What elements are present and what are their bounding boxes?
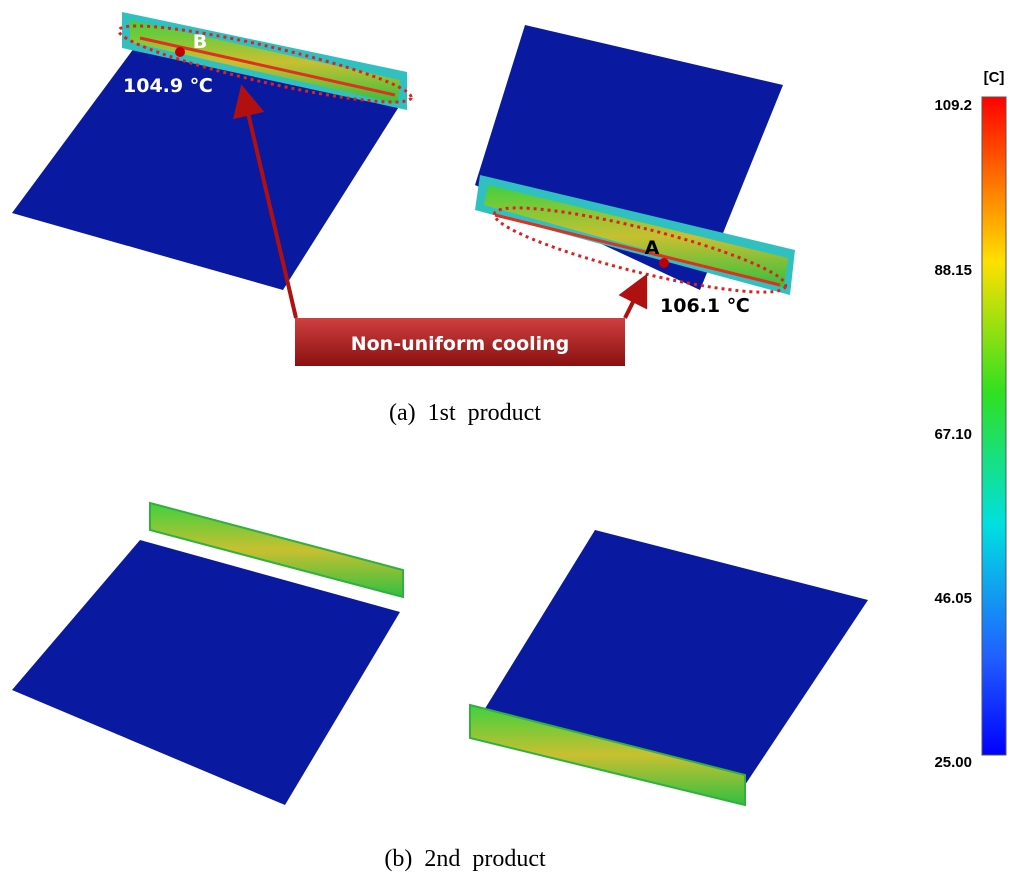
arrow bbox=[625, 288, 640, 318]
colorbar-tick: 67.10 bbox=[934, 426, 972, 443]
colorbar bbox=[982, 97, 1006, 755]
temperature-label: 104.9 ℃ bbox=[123, 75, 213, 97]
render-a-left bbox=[12, 12, 415, 290]
point-label: A bbox=[645, 237, 660, 259]
colorbar-tick: 25.00 bbox=[934, 754, 972, 771]
render-a-right bbox=[475, 25, 795, 308]
point-label: B bbox=[193, 31, 207, 53]
colorbar-unit: [C] bbox=[984, 69, 1005, 86]
figure: [C] 109.2 88.15 67.10 46.05 25.00 B 104.… bbox=[0, 0, 1010, 872]
temperature-label: 106.1 ℃ bbox=[660, 295, 750, 317]
caption: (a) 1st product bbox=[389, 400, 541, 426]
callout-text: Non-uniform cooling bbox=[351, 333, 570, 355]
colorbar-tick: 109.2 bbox=[934, 97, 972, 114]
colorbar-tick: 88.15 bbox=[934, 262, 972, 279]
render-b-left bbox=[12, 503, 403, 805]
caption: (b) 2nd product bbox=[384, 846, 546, 872]
render-b-right bbox=[470, 530, 868, 805]
colorbar-tick: 46.05 bbox=[934, 590, 972, 607]
